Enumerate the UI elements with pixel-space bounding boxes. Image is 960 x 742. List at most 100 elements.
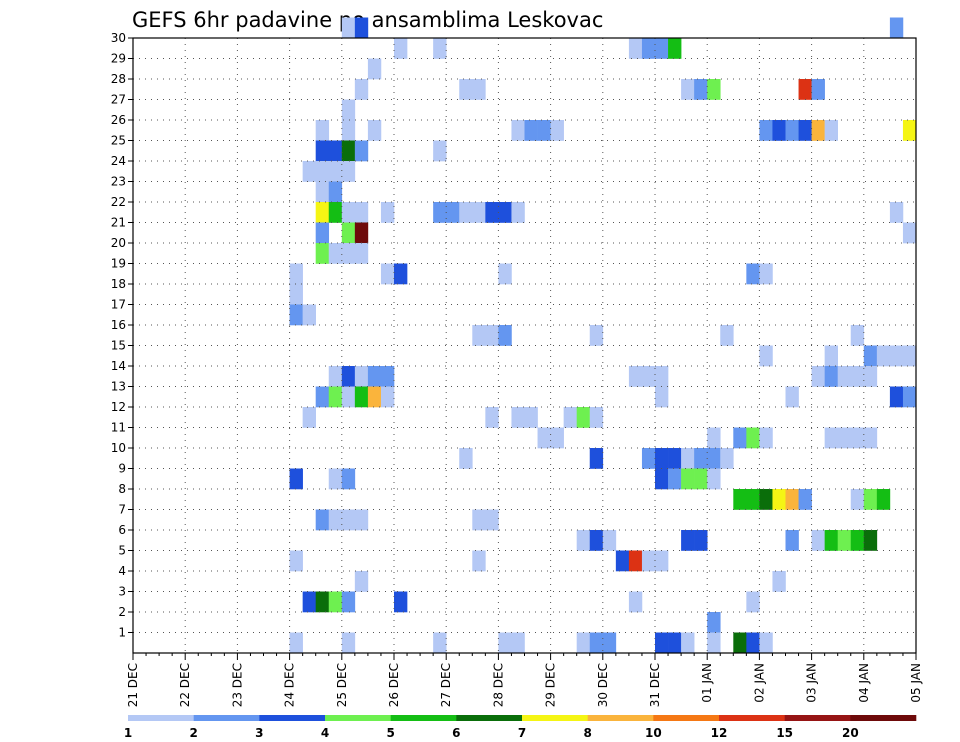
heatmap-cell xyxy=(315,120,330,141)
x-tick-label: 25 DEC xyxy=(335,663,349,707)
x-tick-label: 26 DEC xyxy=(387,663,401,707)
heatmap-cell xyxy=(681,79,695,100)
heatmap-cell xyxy=(641,38,656,59)
heatmap-cell xyxy=(707,79,721,100)
y-tick-label: 6 xyxy=(118,523,126,537)
heatmap-cell xyxy=(472,202,486,223)
heatmap-cell xyxy=(302,407,316,428)
heatmap-cell xyxy=(328,386,343,408)
heatmap-cell xyxy=(315,591,330,613)
heatmap-cell xyxy=(863,427,878,449)
heatmap-cell xyxy=(433,202,447,223)
heatmap-cell xyxy=(863,530,878,551)
heatmap-cell xyxy=(485,509,499,531)
heatmap-cell xyxy=(459,79,473,100)
heatmap-cell xyxy=(811,530,825,551)
heatmap-cell xyxy=(367,58,382,80)
colorbar-swatch xyxy=(587,715,654,721)
heatmap-cell xyxy=(341,509,356,531)
heatmap-cell xyxy=(772,120,786,141)
x-tick-label: 24 DEC xyxy=(283,663,297,707)
heatmap-cell xyxy=(798,79,812,100)
heatmap-cell xyxy=(707,448,721,469)
y-tick-label: 17 xyxy=(111,298,126,312)
heatmap-cell xyxy=(720,448,734,469)
gridlines xyxy=(133,38,916,653)
heatmap-cell xyxy=(602,632,617,654)
heatmap-cell xyxy=(289,284,303,305)
heatmap-cell xyxy=(824,120,838,141)
heatmap-cell xyxy=(341,222,356,244)
heatmap-cell xyxy=(863,366,878,387)
heatmap-cell xyxy=(433,38,447,59)
x-tick-label: 27 DEC xyxy=(439,663,453,707)
heatmap-cell xyxy=(341,140,356,162)
heatmap-cell xyxy=(302,304,316,326)
heatmap-cell xyxy=(615,550,630,572)
heatmap-cell xyxy=(733,632,747,654)
colorbar-label: 7 xyxy=(518,726,526,740)
heatmap-cell xyxy=(315,161,330,182)
heatmap-cell xyxy=(315,509,330,531)
heatmap-cell xyxy=(707,468,721,490)
y-tick-label: 12 xyxy=(111,400,126,414)
y-tick-label: 16 xyxy=(111,318,126,332)
heatmap-cell xyxy=(302,591,316,613)
heatmap-cell xyxy=(289,304,303,326)
y-tick-label: 30 xyxy=(111,31,126,45)
heatmap-cell xyxy=(902,386,917,408)
heatmap-cell xyxy=(850,325,865,346)
heatmap-cell xyxy=(550,120,564,141)
heatmap-cell xyxy=(759,489,773,510)
heatmap-cell xyxy=(589,632,604,654)
heatmap-cell xyxy=(837,530,852,551)
heatmap-cell xyxy=(759,120,773,141)
colorbar-swatch xyxy=(259,715,326,721)
heatmap-cell xyxy=(354,140,369,162)
heatmap-cell xyxy=(863,489,878,510)
y-tick-label: 3 xyxy=(118,585,126,599)
heatmap-cell xyxy=(328,243,343,264)
y-tick-label: 28 xyxy=(111,72,126,86)
colorbar-swatch xyxy=(390,715,457,721)
heatmap-cell xyxy=(655,448,669,469)
heatmap-cell xyxy=(850,530,865,551)
heatmap-cell xyxy=(485,202,499,223)
y-tick-label: 21 xyxy=(111,216,126,230)
heatmap-cell xyxy=(511,120,525,141)
heatmap-cell xyxy=(759,632,773,654)
y-tick-label: 1 xyxy=(118,626,126,640)
heatmap-cell xyxy=(354,17,369,39)
heatmap-cell xyxy=(341,99,356,121)
y-tick-label: 4 xyxy=(118,564,126,578)
heatmap-cell xyxy=(354,243,369,264)
heatmap-cell xyxy=(837,366,852,387)
heatmap-cell xyxy=(589,448,604,469)
y-tick-label: 29 xyxy=(111,52,126,66)
colorbar-swatch xyxy=(193,715,260,721)
x-tick-label: 02 JAN xyxy=(752,663,766,703)
heatmap-cell xyxy=(511,202,525,223)
heatmap-cell xyxy=(850,489,865,510)
x-tick-label: 29 DEC xyxy=(544,663,558,707)
heatmap-cell xyxy=(289,468,303,490)
heatmap-cell xyxy=(798,120,812,141)
heatmap-cell xyxy=(772,489,786,510)
heatmap-cell xyxy=(824,345,838,367)
heatmap-cell xyxy=(655,386,669,408)
heatmap-cell xyxy=(850,427,865,449)
heatmap-cell xyxy=(889,386,904,408)
heatmap-cell xyxy=(811,120,825,141)
heatmap-cell xyxy=(485,325,499,346)
y-tick-label: 23 xyxy=(111,175,126,189)
x-tick-label: 22 DEC xyxy=(178,663,192,707)
heatmap-cell xyxy=(902,120,917,141)
heatmap-cell xyxy=(394,38,408,59)
heatmap-cell xyxy=(354,571,369,592)
colorbar-swatch xyxy=(325,715,391,721)
heatmap-cell xyxy=(876,489,891,510)
heatmap-cell xyxy=(602,530,617,551)
heatmap-cell xyxy=(668,468,682,490)
heatmap-cell xyxy=(537,427,551,449)
heatmap-cell xyxy=(655,366,669,387)
